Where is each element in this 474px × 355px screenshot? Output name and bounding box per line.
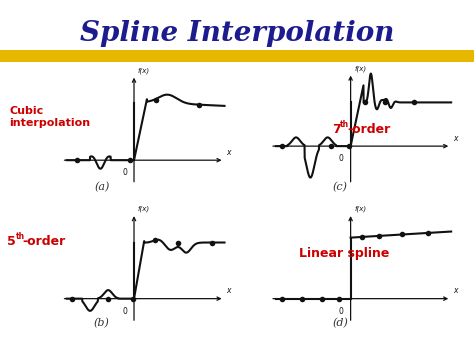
Point — [410, 100, 418, 105]
Point — [208, 240, 215, 245]
Text: -order: -order — [23, 235, 66, 248]
Point — [127, 157, 134, 163]
Text: th: th — [340, 120, 349, 130]
Text: 0: 0 — [122, 307, 127, 316]
Text: (b): (b) — [94, 318, 110, 329]
Text: f(x): f(x) — [137, 206, 150, 212]
Text: 0: 0 — [338, 154, 343, 163]
Point — [318, 296, 326, 301]
Point — [174, 240, 182, 245]
Text: 5: 5 — [7, 235, 16, 248]
Point — [129, 296, 137, 301]
Point — [358, 234, 366, 240]
Point — [335, 296, 343, 301]
Point — [73, 157, 81, 163]
Point — [278, 143, 285, 149]
Text: f(x): f(x) — [137, 67, 150, 73]
Text: Spline Interpolation: Spline Interpolation — [80, 20, 394, 47]
Point — [68, 296, 76, 301]
Point — [195, 103, 202, 108]
Text: x: x — [226, 286, 231, 295]
Point — [152, 98, 160, 103]
Text: Linear spline: Linear spline — [299, 247, 389, 260]
Text: th: th — [16, 232, 25, 241]
Text: (c): (c) — [333, 182, 348, 192]
Text: x: x — [453, 286, 457, 295]
Text: x: x — [453, 133, 457, 143]
Point — [381, 100, 389, 105]
Point — [375, 233, 383, 239]
Point — [298, 296, 306, 301]
Text: Cubic
interpolation: Cubic interpolation — [9, 106, 91, 128]
Text: f(x): f(x) — [355, 206, 366, 212]
Point — [346, 143, 353, 149]
Text: 7: 7 — [332, 123, 340, 136]
Point — [104, 296, 112, 301]
Text: (a): (a) — [94, 182, 109, 192]
Point — [361, 100, 369, 105]
Text: x: x — [226, 148, 231, 157]
Text: 0: 0 — [338, 307, 343, 316]
Point — [278, 296, 285, 301]
Text: 0: 0 — [122, 168, 127, 178]
Text: f(x): f(x) — [355, 65, 366, 71]
Text: -order: -order — [347, 123, 391, 136]
Point — [327, 143, 334, 149]
Point — [399, 232, 406, 237]
Point — [151, 237, 158, 243]
Text: (d): (d) — [332, 318, 348, 329]
Point — [424, 230, 432, 236]
